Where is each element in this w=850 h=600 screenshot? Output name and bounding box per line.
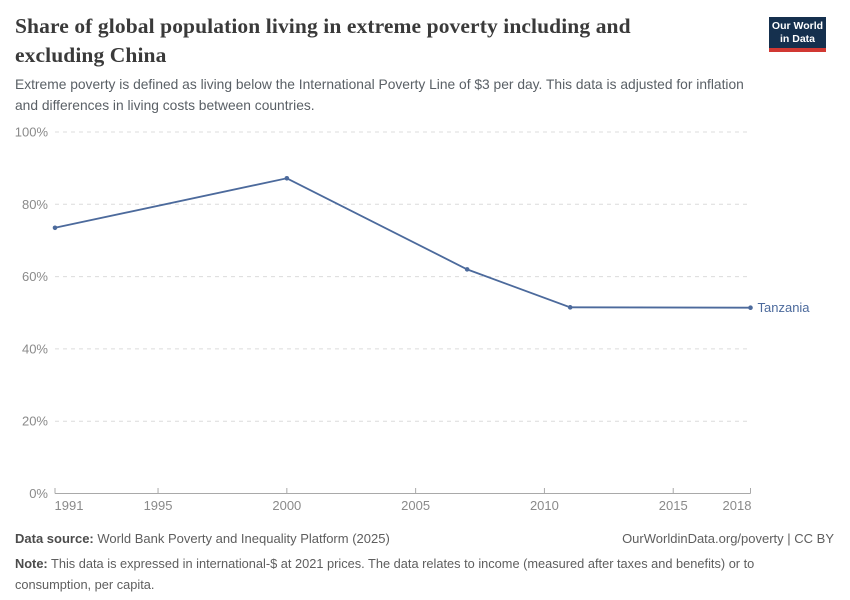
y-tick-label-40: 40%: [22, 341, 48, 356]
x-tick-label-2018: 2018: [723, 498, 752, 513]
series-line[interactable]: [54, 177, 751, 309]
data-point-tanzania-2007[interactable]: [464, 267, 470, 272]
data-source: Data source: World Bank Poverty and Ineq…: [15, 531, 390, 546]
series-end-label[interactable]: Tanzania: [758, 300, 811, 315]
x-tick-label-1995: 1995: [144, 498, 173, 513]
x-tick-label-2005: 2005: [401, 498, 430, 513]
y-tick-label-100: 100%: [15, 125, 49, 140]
data-source-text: World Bank Poverty and Inequality Platfo…: [97, 531, 390, 546]
y-tick-label-20: 20%: [22, 414, 48, 429]
x-tick-label-2015: 2015: [659, 498, 688, 513]
y-tick-label-60: 60%: [22, 269, 48, 284]
x-tick-label-2000: 2000: [272, 498, 301, 513]
page-title-line1: Share of global population living in ext…: [15, 14, 631, 38]
y-tick-label-80: 80%: [22, 197, 48, 212]
page-title: Share of global population living in ext…: [15, 12, 755, 70]
x-tick-label-1991: 1991: [55, 498, 84, 513]
data-source-label: Data source:: [15, 531, 94, 546]
data-point-tanzania-2000[interactable]: [284, 175, 290, 181]
data-point-tanzania-2018[interactable]: [748, 305, 753, 310]
chart-subtitle-line1: Extreme poverty is defined as living bel…: [15, 77, 744, 92]
chart-note: Note: This data is expressed in internat…: [15, 554, 780, 595]
page-title-line2: excluding China: [15, 43, 167, 67]
chart-subtitle: Extreme poverty is defined as living bel…: [15, 74, 825, 116]
y-tick-label-0: 0%: [29, 486, 48, 501]
data-point-tanzania-1991[interactable]: [52, 225, 58, 231]
credit-link[interactable]: OurWorldinData.org/poverty | CC BY: [622, 531, 834, 546]
chart-note-line2: consumption, per capita.: [15, 576, 155, 592]
chart-note-line1: Note: This data is expressed in internat…: [15, 556, 755, 571]
data-point-tanzania-2011[interactable]: [567, 305, 573, 310]
chart-subtitle-line2: and differences in living costs between …: [15, 98, 315, 113]
x-tick-label-2010: 2010: [530, 498, 559, 513]
owid-logo-line2: in Data: [779, 33, 815, 45]
series-tanzania[interactable]: Tanzania: [52, 175, 811, 315]
chart-note-label: Note:: [15, 556, 48, 571]
owid-logo-line1: Our World: [771, 20, 824, 32]
chart-footer: Data source: World Bank Poverty and Ineq…: [15, 531, 834, 546]
owid-logo[interactable]: Our World in Data: [769, 17, 826, 52]
